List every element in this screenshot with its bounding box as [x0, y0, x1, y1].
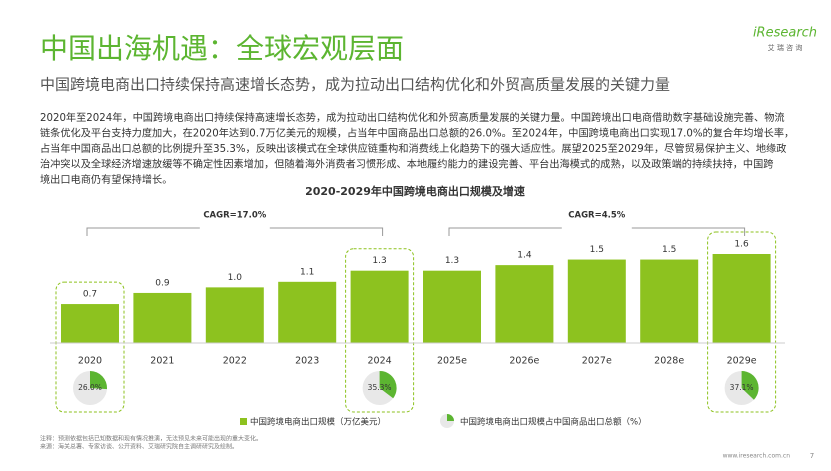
x-tick-label: 2023: [295, 356, 319, 367]
title: 中国出海机遇：全球宏观层面: [40, 32, 404, 65]
pie-slice: [379, 371, 397, 399]
subtitle: 中国跨境电商出口持续保持高速增长态势，成为拉动出口结构优化和外贸高质量发展的关键…: [40, 76, 670, 94]
cagr-label: CAGR=17.0%: [203, 211, 266, 221]
highlight-box: [55, 281, 125, 413]
body-line: 占当年中国商品出口总额的比例提升至35.3%，反映出该模式在全球供应链重构和消费…: [40, 142, 786, 155]
x-tick-label: 2021: [150, 356, 174, 367]
logo: iResearch: [753, 26, 817, 41]
highlight-box: [345, 248, 415, 413]
x-tick-label: 2024: [368, 356, 392, 367]
site: www.iresearch.com.cn: [723, 453, 791, 460]
note: 来源：海关总署、专家访谈、公开资料、艾瑞研究院自主调研研究及绘制。: [40, 443, 238, 451]
legend-pie: [447, 414, 454, 421]
body-text: 2020年至2024年，中国跨境电商出口持续保持高速增长态势，成为拉动出口结构优…: [40, 111, 794, 186]
chart: 0.7 2020 0.9 2021 1.0 2022 1.1 2023 1.3 2024 1.3 20…: [50, 211, 785, 428]
cagr-bg: [199, 222, 270, 234]
bar: [712, 254, 771, 343]
value-label: 1.3: [372, 256, 386, 266]
bar: [567, 259, 626, 343]
legend-label: 中国跨境电商出口规模（万亿美元）: [250, 417, 386, 428]
pie-slice: [90, 371, 108, 390]
value-label: 1.5: [662, 245, 676, 255]
pie-label: 26.0%: [78, 383, 102, 392]
legend-label: 中国跨境电商出口规模占中国商品出口总额（%）: [460, 417, 647, 428]
x-tick-label: 2028e: [654, 356, 684, 367]
x-tick-label: 2025e: [437, 356, 467, 367]
pie-slice: [741, 371, 759, 400]
value-label: 0.9: [155, 278, 170, 288]
pie-label: 37.1%: [730, 383, 754, 392]
bar: [205, 287, 264, 343]
legend-swatch: [240, 418, 247, 425]
value-label: 1.6: [734, 240, 749, 250]
bar: [640, 259, 699, 343]
bar: [133, 292, 192, 343]
x-tick-label: 2027e: [582, 356, 612, 367]
body-line: 治冲突以及全球经济增速放缓等不确定性因素增加，但随着海外消费者习惯形成、本地履约…: [40, 158, 774, 171]
x-tick-label: 2026e: [509, 356, 539, 367]
bar: [423, 270, 481, 343]
bar: [350, 270, 409, 343]
value-label: 1.1: [300, 267, 314, 277]
bar: [61, 304, 119, 343]
body-line: 链条优化及平台支持力度加大，在2020年达到0.7万亿美元的规模，占当年中国商品…: [40, 127, 794, 140]
value-label: 1.5: [590, 245, 604, 255]
logo-cn: 艾 瑞 咨 询: [768, 43, 803, 52]
highlight-box: [707, 231, 777, 413]
x-tick-label: 2020: [78, 356, 102, 367]
chart-title: 2020-2029年中国跨境电商出口规模及增速: [305, 184, 525, 198]
cagr-bg: [561, 222, 632, 234]
pie-label: 35.3%: [368, 383, 392, 392]
page-number: 7: [810, 452, 814, 460]
value-label: 0.7: [83, 290, 97, 300]
bar: [495, 265, 554, 343]
value-label: 1.3: [445, 256, 459, 266]
body-line: 2020年至2024年，中国跨境电商出口持续保持高速增长态势，成为拉动出口结构优…: [40, 111, 785, 124]
x-tick-label: 2029e: [727, 356, 757, 367]
value-label: 1.0: [228, 273, 243, 283]
x-tick-label: 2022: [223, 356, 247, 367]
body-line: 境出口电商仍有望保持增长。: [40, 173, 172, 186]
note: 注释：预测依据包括已知数据和现有情况推演，无法预见未来可能出现的重大变化。: [40, 435, 262, 443]
cagr-label: CAGR=4.5%: [568, 211, 626, 221]
bar: [278, 281, 337, 343]
value-label: 1.4: [517, 251, 532, 261]
